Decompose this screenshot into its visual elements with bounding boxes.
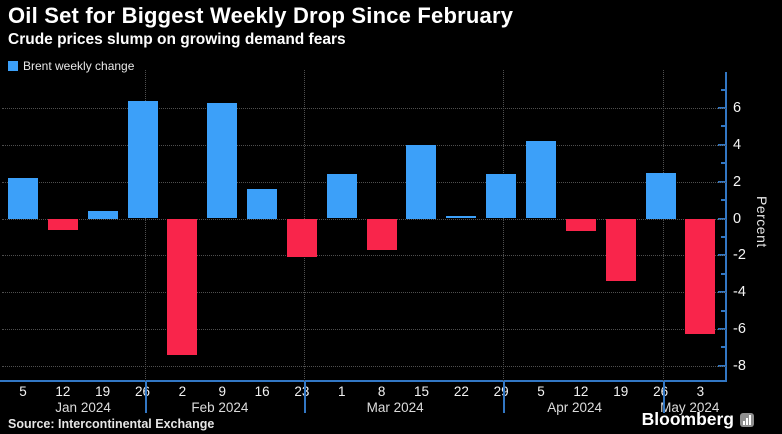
y-axis-label: -8 [733, 357, 746, 374]
x-axis-labels: 5 12 19 26 2 9 16 23 1 8 15 22 29 5 12 19 26 3 Jan 2024 Feb… [2, 380, 726, 416]
month-divider [144, 380, 147, 413]
bar-negative [685, 218, 716, 335]
y-axis-label: -4 [733, 284, 746, 301]
bar-positive [406, 144, 437, 219]
x-axis-label: 1 [338, 384, 346, 399]
bar-positive [446, 215, 477, 219]
x-axis-label: 5 [19, 384, 27, 399]
month-divider [503, 380, 506, 413]
bar-negative [366, 218, 397, 250]
y-axis-labels: 6 4 2 0 -2 -4 -6 -8 [731, 70, 777, 381]
chart-title: Oil Set for Biggest Weekly Drop Since Fe… [8, 3, 514, 28]
x-axis-label: 23 [294, 384, 310, 399]
plot-area [2, 70, 726, 381]
x-axis-label: 26 [653, 384, 669, 399]
gridline-horizontal [2, 218, 726, 220]
x-axis-line [0, 380, 727, 382]
bar-positive [486, 174, 517, 219]
y-axis-label: -6 [733, 320, 746, 337]
x-axis-label: 8 [377, 384, 386, 399]
x-axis-label: 2 [178, 384, 187, 399]
x-axis-label: 5 [537, 384, 545, 399]
month-label: Apr 2024 [547, 400, 603, 415]
bar-negative [47, 218, 78, 230]
bloomberg-logo: Bloomberg [642, 409, 754, 430]
x-axis-label: 19 [613, 384, 629, 399]
y-axis-tick [721, 235, 725, 238]
y-axis-label: 0 [733, 210, 742, 227]
source-note: Source: Intercontinental Exchange [8, 417, 215, 431]
gridline-month-boundary [503, 70, 505, 381]
y-axis-label: -2 [733, 247, 746, 264]
bar-negative [565, 218, 596, 232]
month-divider [662, 380, 665, 413]
y-axis-tick [721, 272, 725, 275]
gridline-horizontal [2, 365, 726, 367]
x-axis-label: 15 [413, 384, 429, 399]
bar-negative [167, 218, 198, 355]
x-axis-label: 22 [453, 384, 469, 399]
bar-positive [247, 189, 278, 219]
gridline-horizontal [2, 144, 726, 146]
bar-negative [286, 218, 317, 258]
month-label: May 2024 [660, 400, 720, 415]
y-axis-label: 4 [733, 136, 742, 153]
legend-label: Brent weekly change [23, 59, 135, 73]
gridline-horizontal [2, 255, 726, 257]
x-axis-label: 19 [95, 384, 111, 399]
gridline-month-boundary [662, 70, 664, 381]
x-axis-label: 12 [55, 384, 71, 399]
bar-positive [645, 172, 676, 219]
y-axis-label: 6 [733, 100, 742, 117]
bar-positive [326, 174, 357, 219]
x-axis-label: 16 [254, 384, 270, 399]
month-label: Jan 2024 [55, 400, 111, 415]
bar-positive [7, 178, 38, 219]
gridline-horizontal [2, 292, 726, 294]
bar-negative [605, 218, 636, 282]
legend-swatch-icon [8, 61, 18, 71]
gridline-month-boundary [144, 70, 146, 381]
y-axis-tick [721, 125, 725, 128]
y-axis-tick [721, 346, 725, 349]
legend: Brent weekly change [8, 59, 134, 73]
bar-positive [127, 100, 158, 219]
gridline-horizontal [2, 328, 726, 330]
y-axis-title: Percent [754, 196, 770, 248]
x-axis-label: 9 [218, 384, 226, 399]
y-axis-tick [721, 162, 725, 165]
x-axis-label: 26 [135, 384, 151, 399]
bar-positive [87, 211, 118, 219]
gridline-horizontal [2, 181, 726, 183]
y-axis-label: 2 [733, 173, 742, 190]
x-axis-label: 3 [696, 384, 705, 399]
chart-subtitle: Crude prices slump on growing demand fea… [8, 31, 346, 48]
month-label: Feb 2024 [191, 400, 249, 415]
month-divider [304, 380, 307, 413]
gridline-horizontal [2, 108, 726, 110]
y-axis-tick [721, 309, 725, 312]
x-axis-label: 29 [493, 384, 509, 399]
bar-positive [526, 141, 557, 219]
y-axis-tick [721, 199, 725, 202]
month-label: Mar 2024 [366, 400, 424, 415]
bar-positive [207, 102, 238, 219]
y-axis-line [725, 72, 727, 382]
x-axis-label: 12 [573, 384, 589, 399]
bloomberg-wordmark: Bloomberg [641, 409, 734, 429]
y-axis-tick [721, 88, 725, 91]
chart-icon [740, 412, 754, 427]
